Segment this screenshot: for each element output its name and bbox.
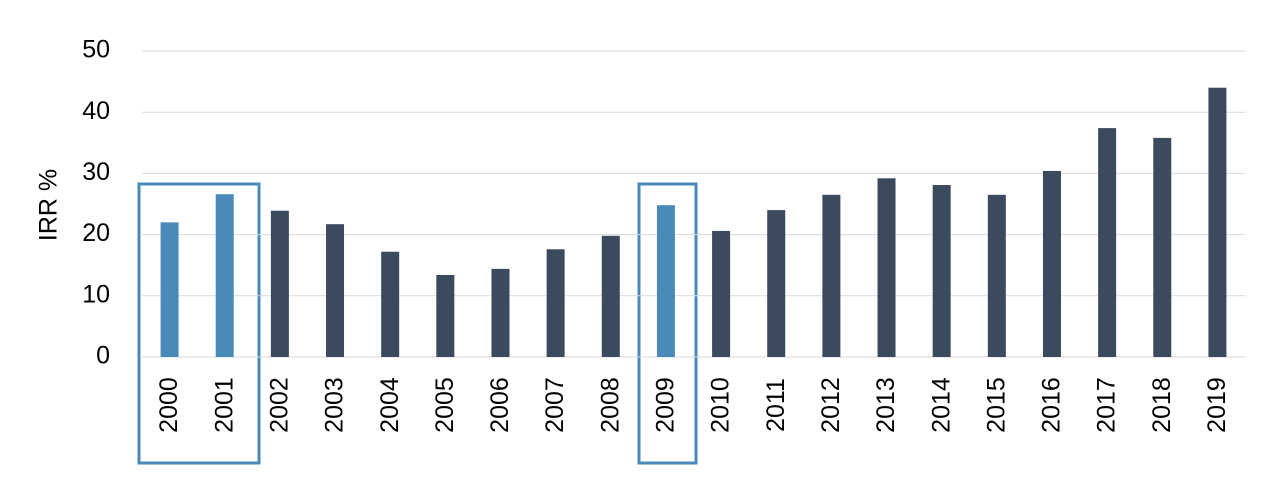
x-tick-label: 2006 <box>486 377 514 433</box>
bar <box>1208 87 1227 357</box>
bar <box>767 210 786 357</box>
x-tick-label: 2001 <box>210 377 238 433</box>
x-tick-label: 2014 <box>927 377 955 433</box>
bar <box>932 185 951 357</box>
x-tick-label: 2015 <box>982 377 1010 433</box>
y-tick-label: 10 <box>82 280 110 308</box>
x-tick-label: 2010 <box>707 377 735 433</box>
x-tick-label: 2003 <box>321 377 349 433</box>
x-tick-label: 2009 <box>652 377 680 433</box>
x-tick-label: 2007 <box>541 377 569 433</box>
bar <box>601 235 620 357</box>
x-tick-label: 2000 <box>155 377 183 433</box>
x-tick-label: 2005 <box>431 377 459 433</box>
bar <box>546 249 565 357</box>
x-tick-label: 2002 <box>265 377 293 433</box>
y-tick-label: 0 <box>96 342 110 370</box>
x-tick-label: 2016 <box>1038 377 1066 433</box>
y-tick-label: 50 <box>82 36 110 64</box>
bar <box>381 251 400 357</box>
x-tick-label: 2013 <box>872 377 900 433</box>
x-tick-label: 2012 <box>817 377 845 433</box>
bar <box>215 194 234 357</box>
y-tick-label: 20 <box>82 219 110 247</box>
bar <box>822 194 841 357</box>
highlight-box <box>137 182 261 465</box>
x-tick-label: 2019 <box>1203 377 1231 433</box>
x-tick-label: 2017 <box>1093 377 1121 433</box>
bar <box>491 268 510 357</box>
x-tick-label: 2011 <box>762 378 790 432</box>
x-tick-label: 2018 <box>1148 377 1176 433</box>
bar <box>987 194 1006 357</box>
y-axis-title: IRR % <box>35 169 63 241</box>
y-tick-label: 40 <box>82 97 110 125</box>
bar <box>1153 137 1172 357</box>
bar <box>270 210 289 357</box>
bar <box>1042 170 1061 357</box>
bar <box>656 205 675 357</box>
x-tick-label: 2008 <box>596 377 624 433</box>
bar <box>160 222 179 357</box>
x-tick-label: 2004 <box>376 377 404 433</box>
y-tick-label: 30 <box>82 158 110 186</box>
bar <box>712 230 731 357</box>
bar <box>436 274 455 357</box>
bar <box>326 224 345 357</box>
highlight-box <box>637 182 698 465</box>
bar <box>877 178 896 357</box>
bar <box>1098 128 1117 357</box>
